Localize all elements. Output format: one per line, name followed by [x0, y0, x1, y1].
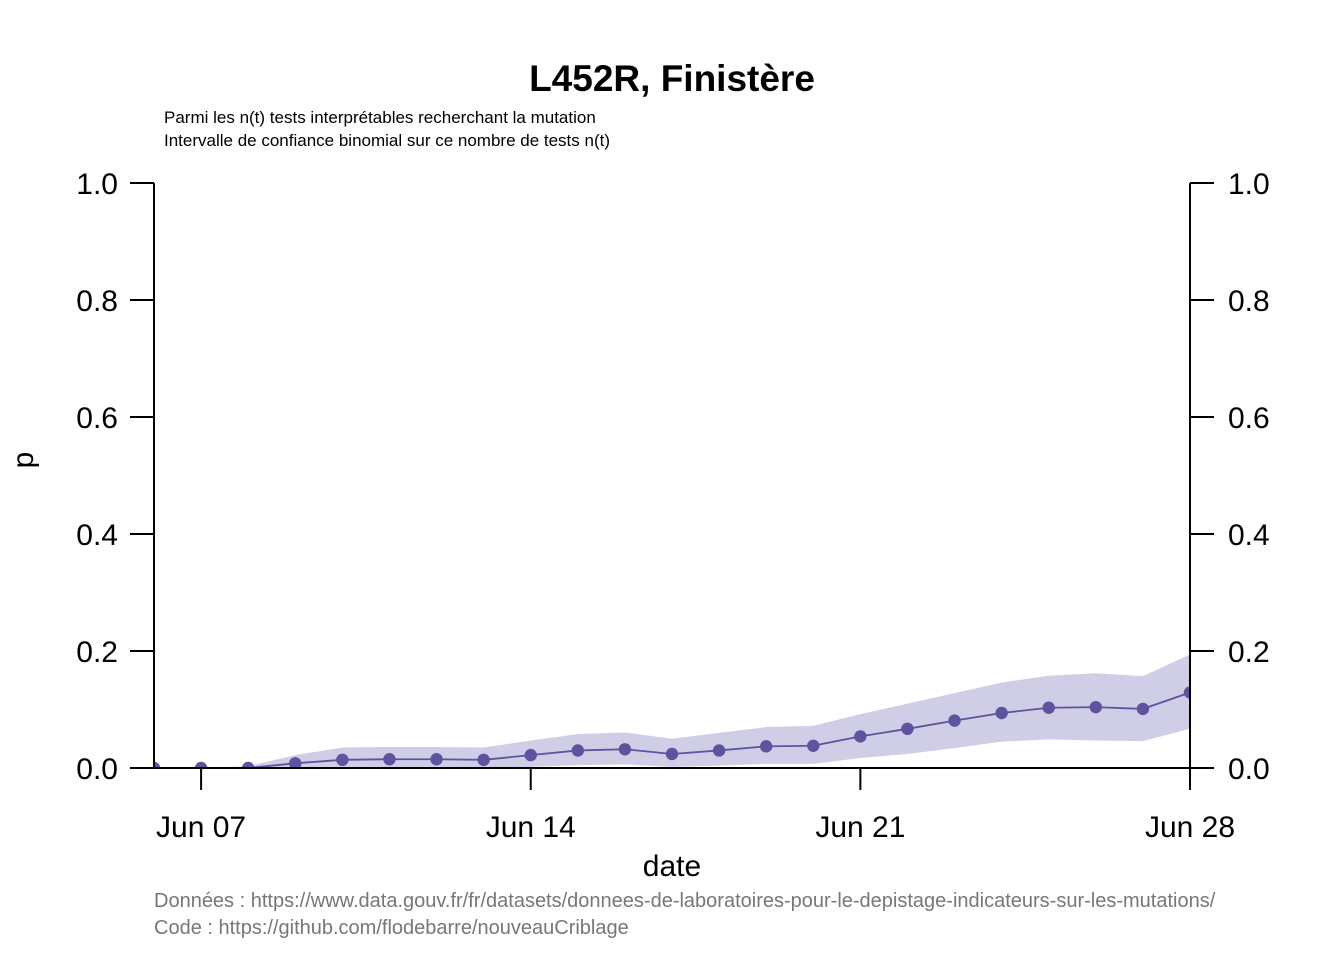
data-point	[1042, 701, 1055, 714]
data-point	[807, 739, 820, 752]
data-point	[430, 753, 443, 766]
chart-title: L452R, Finistère	[529, 58, 815, 99]
data-point	[383, 753, 396, 766]
x-tick-label: Jun 28	[1145, 811, 1235, 844]
y-tick-label-right: 0.6	[1228, 402, 1270, 435]
y-tick-label-left: 0.8	[76, 285, 118, 318]
footer-data-source[interactable]: Données : https://www.data.gouv.fr/fr/da…	[154, 890, 1216, 912]
y-tick-label-right: 0.8	[1228, 285, 1270, 318]
footer-code-source[interactable]: Code : https://github.com/flodebarre/nou…	[154, 917, 629, 939]
data-point	[759, 740, 773, 753]
x-tick-label: Jun 21	[815, 811, 905, 844]
y-axis-label: p	[7, 452, 40, 469]
data-point	[336, 753, 349, 767]
chart-subtitle-line-2: Intervalle de confiance binomial sur ce …	[164, 131, 610, 150]
data-point	[571, 744, 585, 757]
data-point	[154, 761, 161, 768]
x-tick-label: Jun 14	[486, 811, 576, 844]
data-point	[477, 753, 490, 767]
x-tick-label: Jun 07	[156, 811, 246, 844]
data-point	[712, 744, 726, 757]
data-point	[289, 757, 302, 768]
chart-subtitle-line-1: Parmi les n(t) tests interprétables rech…	[164, 108, 596, 127]
y-tick-label-right: 0.2	[1228, 636, 1270, 669]
y-tick-label-left: 0.4	[76, 519, 118, 552]
data-point	[1089, 700, 1103, 714]
data-point	[995, 706, 1008, 720]
data-point	[1183, 686, 1190, 699]
x-axis-label: date	[643, 850, 701, 883]
y-tick-label-right: 1.0	[1228, 168, 1270, 201]
data-point	[854, 730, 867, 743]
data-point	[194, 761, 208, 768]
data-point	[618, 743, 632, 756]
y-tick-label-left: 0.6	[76, 402, 118, 435]
data-point	[948, 714, 961, 727]
data-point	[524, 748, 537, 762]
y-tick-label-left: 0.0	[76, 753, 118, 786]
y-tick-label-right: 0.4	[1228, 519, 1270, 552]
data-point	[241, 761, 255, 768]
y-tick-label-left: 0.2	[76, 636, 118, 669]
data-point	[901, 722, 914, 736]
confidence-band	[154, 654, 1190, 768]
data-point	[1136, 702, 1150, 716]
axes: 0.0 0.0 0.2 0.2 0.4 0.4 0.6 0.6 0.8 0.8 1.0 1.0 Jun …	[76, 168, 1269, 844]
plot-area	[154, 654, 1190, 768]
y-tick-label-right: 0.0	[1228, 753, 1270, 786]
y-tick-label-left: 1.0	[76, 168, 118, 201]
data-point	[665, 747, 679, 761]
